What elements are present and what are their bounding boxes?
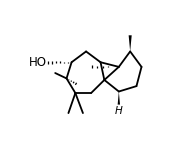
Polygon shape <box>129 35 132 51</box>
Polygon shape <box>118 91 120 105</box>
Text: H: H <box>115 106 123 116</box>
Text: HO: HO <box>28 56 47 69</box>
